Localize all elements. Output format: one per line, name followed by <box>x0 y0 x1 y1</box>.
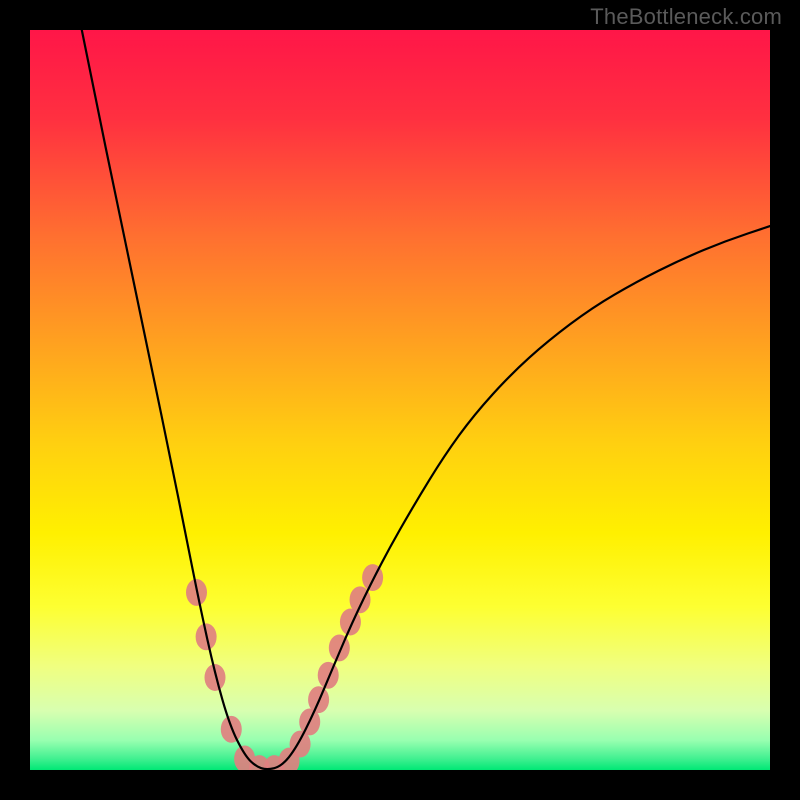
plot-area <box>30 30 770 770</box>
marker-dot <box>318 662 339 689</box>
curve-svg <box>30 30 770 770</box>
bottleneck-curve <box>82 30 770 769</box>
watermark-text: TheBottleneck.com <box>590 4 782 30</box>
marker-dot <box>329 634 350 661</box>
